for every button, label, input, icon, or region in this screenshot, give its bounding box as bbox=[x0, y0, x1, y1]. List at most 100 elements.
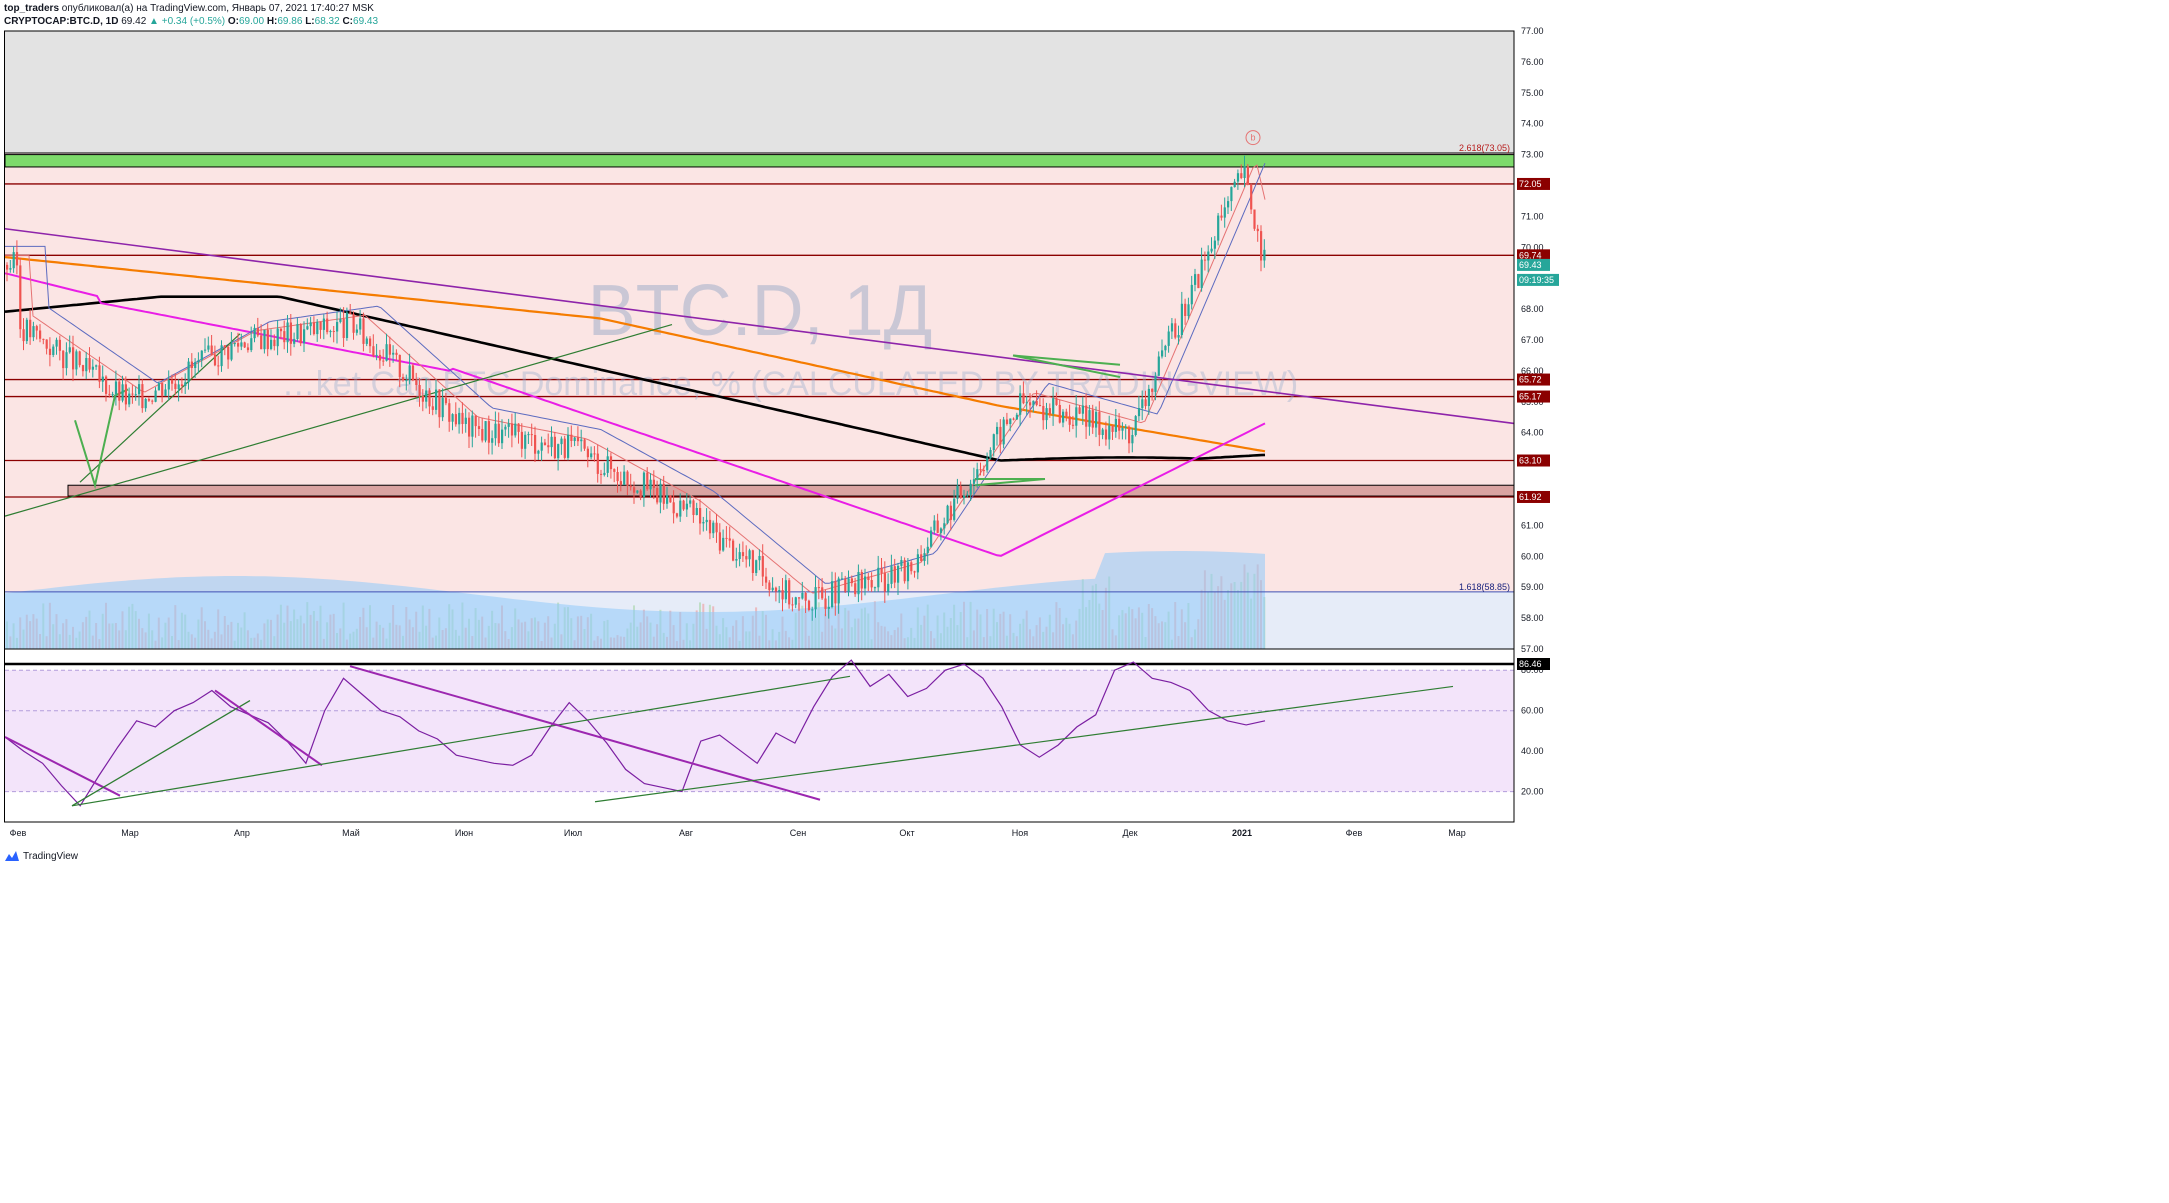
candle-body[interactable] bbox=[487, 421, 490, 443]
candle-body[interactable] bbox=[154, 390, 157, 402]
candle-body[interactable] bbox=[1141, 399, 1144, 409]
candle-body[interactable] bbox=[807, 600, 811, 610]
candle-body[interactable] bbox=[1174, 323, 1177, 338]
candle-body[interactable] bbox=[745, 556, 748, 560]
candle-body[interactable] bbox=[1164, 345, 1167, 351]
candle-body[interactable] bbox=[124, 384, 127, 405]
candle-body[interactable] bbox=[1019, 393, 1022, 415]
candle-body[interactable] bbox=[873, 587, 877, 589]
candle-body[interactable] bbox=[6, 264, 9, 270]
candle-body[interactable] bbox=[375, 354, 378, 356]
candle-body[interactable] bbox=[263, 329, 266, 350]
candle-body[interactable] bbox=[1058, 405, 1061, 423]
candle-body[interactable] bbox=[118, 381, 121, 401]
candle-body[interactable] bbox=[936, 520, 939, 533]
trendline-green[interactable] bbox=[4, 323, 673, 517]
candle-body[interactable] bbox=[524, 434, 527, 449]
candle-body[interactable] bbox=[788, 580, 791, 605]
candle-body[interactable] bbox=[1081, 405, 1084, 414]
candle-body[interactable] bbox=[200, 350, 203, 361]
candle-body[interactable] bbox=[161, 383, 164, 396]
candle-body[interactable] bbox=[1157, 356, 1160, 376]
candle-body[interactable] bbox=[576, 437, 580, 442]
candle-body[interactable] bbox=[458, 412, 461, 425]
rsi-trendline-3[interactable] bbox=[214, 689, 323, 767]
candle-body[interactable] bbox=[633, 487, 636, 493]
candle-body[interactable] bbox=[1161, 350, 1164, 357]
candle-body[interactable] bbox=[471, 415, 474, 437]
candle-body[interactable] bbox=[1177, 335, 1180, 338]
candle-body[interactable] bbox=[906, 562, 910, 582]
candle-body[interactable] bbox=[1104, 429, 1108, 440]
candle-body[interactable] bbox=[32, 326, 35, 338]
rsi-trendline-2[interactable] bbox=[71, 700, 251, 807]
candle-body[interactable] bbox=[382, 360, 385, 362]
candle-body[interactable] bbox=[332, 331, 335, 332]
candle-body[interactable] bbox=[606, 456, 609, 473]
candle-body[interactable] bbox=[619, 481, 622, 485]
tradingview-branding[interactable]: TradingView bbox=[4, 850, 78, 862]
candle-body[interactable] bbox=[415, 380, 418, 385]
candle-body[interactable] bbox=[976, 469, 979, 480]
candle-body[interactable] bbox=[114, 381, 118, 395]
candle-body[interactable] bbox=[1078, 407, 1081, 414]
candle-body[interactable] bbox=[857, 572, 860, 595]
candle-body[interactable] bbox=[72, 347, 75, 370]
candle-body[interactable] bbox=[1095, 411, 1098, 428]
candle-body[interactable] bbox=[689, 500, 692, 504]
candle-body[interactable] bbox=[1256, 228, 1259, 232]
candle-body[interactable] bbox=[388, 344, 391, 355]
candle-body[interactable] bbox=[1220, 215, 1223, 218]
candle-body[interactable] bbox=[860, 572, 863, 589]
candle-body[interactable] bbox=[207, 345, 210, 350]
candle-body[interactable] bbox=[441, 397, 444, 418]
candle-body[interactable] bbox=[900, 560, 903, 566]
candle-body[interactable] bbox=[1015, 414, 1018, 420]
candle-body[interactable] bbox=[1213, 240, 1216, 249]
candle-body[interactable] bbox=[48, 348, 52, 355]
candle-body[interactable] bbox=[827, 607, 830, 609]
candle-body[interactable] bbox=[1194, 274, 1197, 285]
candle-body[interactable] bbox=[88, 358, 91, 370]
candle-body[interactable] bbox=[240, 342, 243, 347]
candle-body[interactable] bbox=[659, 483, 662, 503]
candle-body[interactable] bbox=[464, 417, 467, 424]
candle-body[interactable] bbox=[741, 552, 745, 557]
candle-body[interactable] bbox=[616, 472, 619, 482]
candle-body[interactable] bbox=[695, 508, 698, 515]
candle-body[interactable] bbox=[801, 593, 804, 599]
candle-body[interactable] bbox=[342, 318, 345, 338]
candle-body[interactable] bbox=[1131, 435, 1134, 444]
candle-body[interactable] bbox=[1240, 173, 1243, 178]
triangle-bottom[interactable] bbox=[1012, 354, 1121, 379]
candle-body[interactable] bbox=[91, 366, 94, 370]
candle-body[interactable] bbox=[293, 338, 296, 344]
candle-body[interactable] bbox=[1032, 400, 1035, 406]
candle-body[interactable] bbox=[1151, 388, 1154, 392]
candle-body[interactable] bbox=[600, 473, 603, 475]
candle-body[interactable] bbox=[1068, 416, 1071, 425]
candle-body[interactable] bbox=[953, 498, 956, 520]
candle-body[interactable] bbox=[1005, 419, 1009, 425]
candle-body[interactable] bbox=[570, 434, 573, 441]
candle-body[interactable] bbox=[1055, 398, 1058, 405]
rsi-trendline-4[interactable] bbox=[71, 675, 851, 807]
candle-body[interactable] bbox=[395, 352, 398, 355]
candle-body[interactable] bbox=[42, 338, 45, 340]
candle-body[interactable] bbox=[85, 358, 88, 372]
candle-body[interactable] bbox=[1128, 426, 1131, 444]
candle-body[interactable] bbox=[755, 560, 758, 573]
candle-body[interactable] bbox=[39, 330, 42, 339]
candle-body[interactable] bbox=[362, 318, 365, 344]
candle-body[interactable] bbox=[963, 495, 966, 499]
candle-body[interactable] bbox=[652, 479, 655, 488]
candle-body[interactable] bbox=[461, 412, 464, 424]
candle-body[interactable] bbox=[345, 312, 349, 339]
candle-body[interactable] bbox=[887, 583, 890, 592]
candle-body[interactable] bbox=[1223, 207, 1226, 218]
candle-body[interactable] bbox=[279, 328, 283, 332]
candle-body[interactable] bbox=[402, 377, 405, 381]
candle-body[interactable] bbox=[867, 576, 870, 581]
candle-body[interactable] bbox=[642, 472, 646, 497]
candle-body[interactable] bbox=[359, 318, 362, 330]
